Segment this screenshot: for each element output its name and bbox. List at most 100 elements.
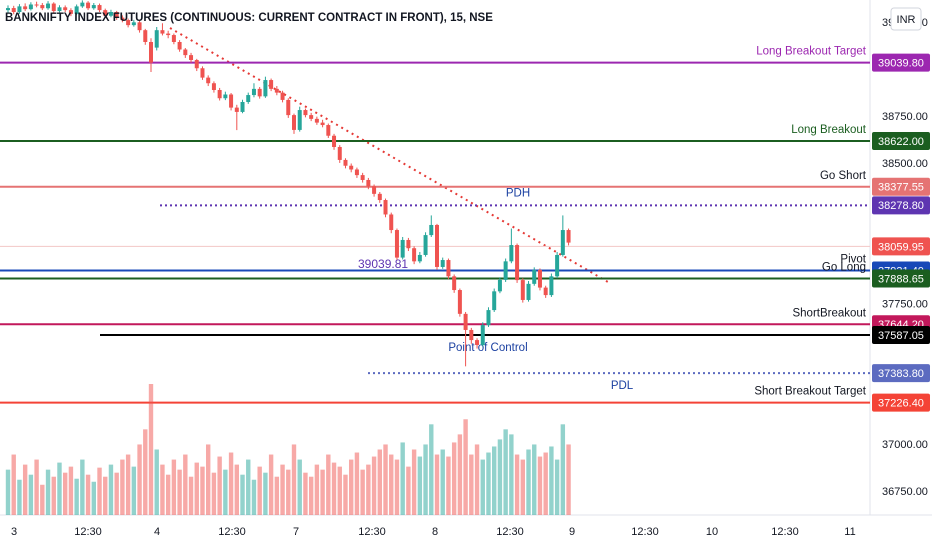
volume-bar	[217, 456, 222, 515]
volume-bar	[451, 442, 457, 515]
price-tag	[872, 196, 930, 215]
candles	[6, 0, 571, 367]
volume	[5, 384, 571, 515]
candle-body	[166, 33, 171, 36]
volume-bar	[486, 452, 491, 515]
candle-body	[452, 276, 457, 291]
volume-bar	[389, 454, 394, 515]
x-tick-label: 12:30	[496, 526, 524, 538]
price-tag-label: 38059.95	[878, 241, 924, 253]
volume-bar	[188, 476, 194, 515]
candle-body	[354, 169, 359, 176]
candle-body	[131, 22, 136, 26]
candle-body	[526, 283, 531, 300]
volume-bar	[549, 446, 554, 515]
level-name: Go Long	[822, 262, 866, 274]
candle-body	[292, 115, 296, 130]
candle-body	[286, 99, 291, 116]
price-tag-label: 38377.55	[878, 182, 924, 194]
volume-bar	[434, 454, 440, 515]
volume-bar	[554, 459, 560, 515]
volume-bar	[429, 424, 434, 515]
volume-bar	[492, 446, 497, 515]
candle-body	[97, 5, 102, 11]
candle-body	[492, 291, 497, 311]
volume-bar	[514, 454, 520, 515]
volume-bar	[183, 454, 188, 515]
volume-bar	[28, 474, 34, 515]
volume-bar	[526, 449, 531, 515]
volume-bar	[366, 464, 371, 515]
candle-body	[400, 239, 405, 258]
x-tick-label: 4	[154, 526, 160, 538]
candle-body	[549, 276, 554, 296]
currency-box[interactable]	[890, 7, 922, 31]
volume-bar	[537, 456, 543, 515]
candle-body	[555, 254, 560, 277]
candle-body	[217, 89, 222, 99]
volume-bar	[314, 464, 320, 515]
candle-body	[63, 7, 68, 11]
volume-bar	[171, 459, 177, 515]
volume-bar	[177, 469, 182, 515]
candle-body	[211, 83, 216, 90]
volume-bar	[34, 459, 39, 515]
candle-body	[86, 2, 91, 9]
volume-bar	[383, 444, 388, 515]
candle-body	[114, 11, 119, 18]
price-tag	[872, 269, 930, 288]
candle-body	[108, 11, 113, 16]
currency[interactable]: INR	[897, 14, 916, 26]
candle-body	[280, 92, 285, 100]
candle-body	[480, 325, 485, 345]
level-name: PDL	[611, 380, 634, 392]
volume-bar	[406, 466, 411, 515]
volume-bar	[520, 459, 525, 515]
price-tag	[872, 53, 930, 72]
volume-bar	[22, 464, 28, 515]
volume-bar	[143, 429, 148, 515]
price-tag-label: 37587.05	[878, 330, 924, 342]
candle-body	[143, 30, 148, 42]
candle-body	[51, 3, 56, 12]
candle-body	[11, 8, 16, 12]
volume-bar	[337, 466, 342, 515]
x-tick-label: 10	[706, 526, 718, 538]
candle-body	[206, 77, 211, 84]
y-tick-label: 38500.00	[882, 158, 928, 170]
candle-body	[406, 239, 411, 249]
y-tick-label: 36750.00	[882, 486, 928, 498]
candle-body	[537, 269, 542, 288]
candle-body	[332, 135, 337, 147]
volume-bar	[251, 479, 257, 515]
volume-bar	[91, 481, 96, 515]
price-tag-label: 39039.80	[878, 58, 924, 70]
candle-body	[120, 17, 125, 21]
candle-body	[457, 290, 462, 314]
candle-body	[372, 186, 377, 194]
candle-body	[251, 88, 256, 96]
volume-bar	[68, 466, 74, 515]
volume-bar	[354, 452, 360, 515]
volume-bar	[377, 449, 382, 515]
candle-body	[320, 122, 325, 126]
volume-bar	[286, 469, 291, 515]
volume-bar	[308, 476, 314, 515]
x-tick-label: 8	[432, 526, 438, 538]
volume-bar	[417, 456, 423, 515]
volume-bar	[234, 464, 239, 515]
volume-bar	[474, 444, 480, 515]
volume-bar	[360, 469, 365, 515]
x-tick-label: 7	[293, 526, 299, 538]
candle-body	[337, 146, 342, 160]
candle-body	[486, 310, 491, 326]
x-tick-label: 12:30	[74, 526, 102, 538]
x-tick-label: 11	[844, 526, 855, 538]
volume-bar	[469, 454, 474, 515]
volume-bar	[246, 459, 251, 515]
volume-bar	[200, 466, 205, 515]
volume-bar	[480, 459, 485, 515]
volume-bar	[263, 472, 268, 515]
y-tick-label: 37750.00	[882, 298, 928, 310]
candle-body	[154, 30, 159, 48]
